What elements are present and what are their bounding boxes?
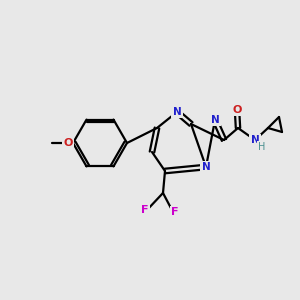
Text: N: N [211,115,219,125]
Text: O: O [63,138,73,148]
Text: N: N [202,162,210,172]
Text: N: N [250,135,260,145]
Text: H: H [258,142,266,152]
Text: F: F [171,207,179,217]
Text: O: O [232,105,242,115]
Text: F: F [141,205,149,215]
Text: N: N [172,107,182,117]
